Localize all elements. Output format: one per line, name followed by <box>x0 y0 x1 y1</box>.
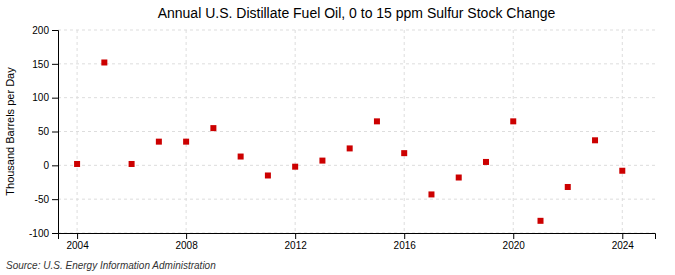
point <box>538 218 544 224</box>
axis-line <box>52 31 59 234</box>
tick: -50 <box>35 194 58 205</box>
tick: 0 <box>43 160 58 171</box>
tick-mark <box>295 233 296 239</box>
point <box>238 154 244 160</box>
x-axis: 2004 2008 2012 2016 2020 2024 <box>59 233 656 251</box>
point <box>374 118 380 124</box>
grid-line <box>58 97 655 98</box>
tick: 100 <box>32 92 58 103</box>
tick-mark <box>186 233 187 239</box>
point <box>292 164 298 170</box>
tick: 2024 <box>612 233 635 251</box>
tick-mark <box>52 233 58 234</box>
y-axis-label: Thousand Barrels per Day <box>4 67 16 196</box>
tick-mark <box>622 233 623 239</box>
point <box>319 158 325 164</box>
point <box>483 159 489 165</box>
grid-line <box>58 199 655 200</box>
tick-label: 2012 <box>285 240 308 251</box>
point <box>210 125 216 131</box>
tick-mark <box>404 233 405 239</box>
tick: 150 <box>32 59 58 70</box>
point <box>265 172 271 178</box>
tick: -100 <box>29 228 58 239</box>
grid <box>58 30 655 233</box>
tick-label: 2016 <box>394 240 417 251</box>
point <box>619 168 625 174</box>
tick-label: -50 <box>35 194 50 205</box>
tick-label: 0 <box>43 160 49 171</box>
tick-label: 2004 <box>66 240 89 251</box>
grid-line <box>404 30 405 233</box>
tick: 2020 <box>503 233 526 251</box>
title: Annual U.S. Distillate Fuel Oil, 0 to 15… <box>158 5 556 21</box>
tick-label: -100 <box>29 228 49 239</box>
tick: 50 <box>38 126 58 137</box>
y-axis: -100 -50 0 50 100 150 200 <box>29 25 59 239</box>
source: Source: U.S. Energy Information Administ… <box>6 260 216 271</box>
tick-mark <box>513 233 514 239</box>
grid-line <box>622 30 623 233</box>
tick-mark <box>52 132 58 133</box>
point <box>183 139 189 145</box>
point <box>456 175 462 181</box>
points <box>74 59 625 223</box>
point <box>74 161 80 167</box>
tick-label: 200 <box>32 25 49 36</box>
tick: 2012 <box>285 233 308 251</box>
tick-label: 100 <box>32 92 49 103</box>
point <box>156 139 162 145</box>
grid-line <box>77 30 78 233</box>
tick-mark <box>52 199 58 200</box>
grid-line <box>186 30 187 233</box>
plot-area: 2004 2008 2012 2016 2020 2024 -100 -50 0 50 100 150… <box>29 25 656 251</box>
tick-mark <box>52 30 58 31</box>
point <box>510 118 516 124</box>
point <box>592 137 598 143</box>
grid-line <box>58 63 655 64</box>
point <box>401 150 407 156</box>
point <box>428 191 434 197</box>
grid-line <box>295 30 296 233</box>
tick-label: 50 <box>38 126 50 137</box>
point <box>101 59 107 65</box>
tick-mark <box>52 98 58 99</box>
tick: 200 <box>32 25 58 36</box>
tick-mark <box>52 165 58 166</box>
grid-line <box>58 131 655 132</box>
tick-label: 2020 <box>503 240 526 251</box>
tick: 2008 <box>175 233 198 251</box>
tick: 2004 <box>66 233 89 251</box>
tick-mark <box>52 64 58 65</box>
axis-line <box>59 234 656 240</box>
tick-label: 2024 <box>612 240 635 251</box>
tick-label: 150 <box>32 59 49 70</box>
point <box>347 145 353 151</box>
tick-label: 2008 <box>175 240 198 251</box>
point <box>565 184 571 190</box>
grid-line <box>58 165 655 166</box>
grid-line <box>513 30 514 233</box>
chart: 2004 2008 2012 2016 2020 2024 -100 -50 0 50 100 150… <box>0 0 675 275</box>
grid-line <box>58 30 655 31</box>
point <box>129 161 135 167</box>
tick-mark <box>77 233 78 239</box>
tick: 2016 <box>394 233 417 251</box>
